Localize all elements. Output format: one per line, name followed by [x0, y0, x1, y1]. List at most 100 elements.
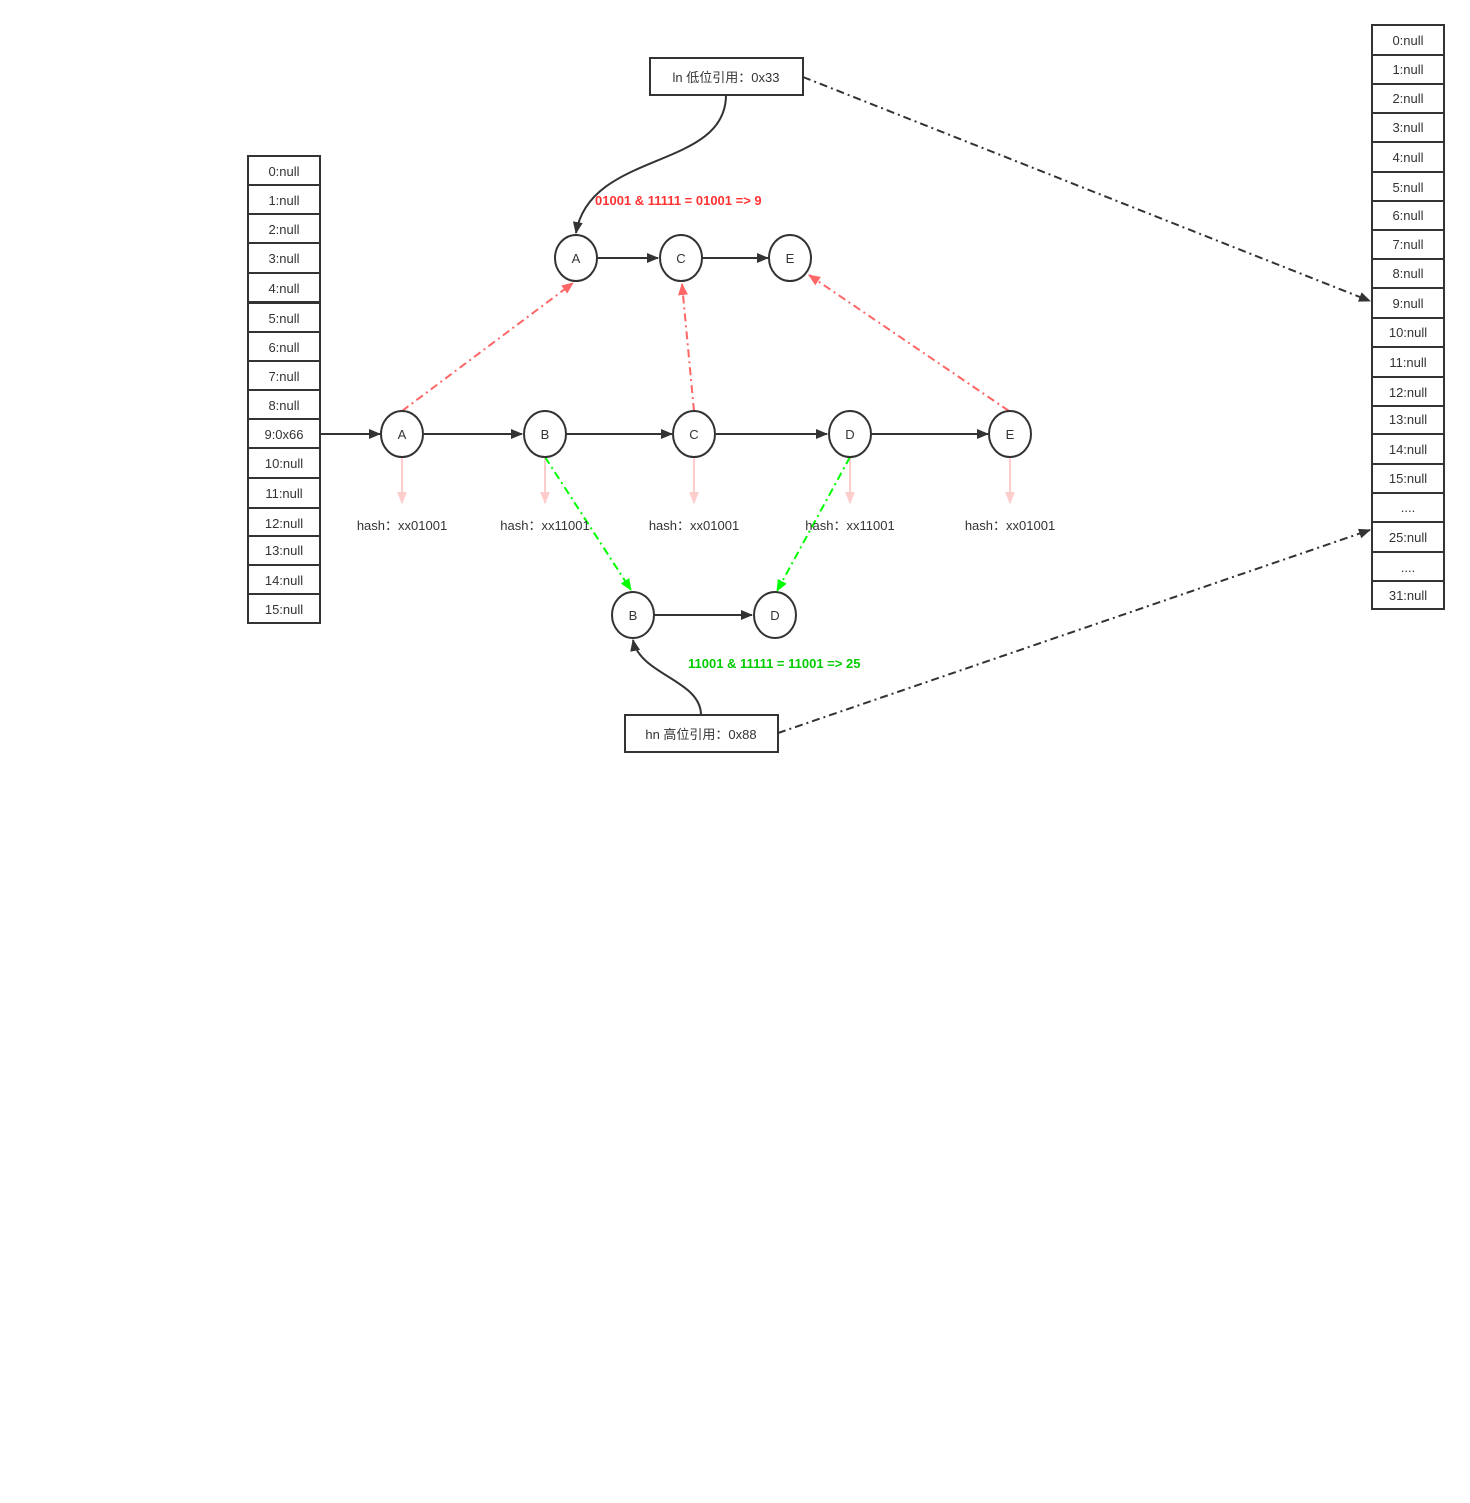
new-table-cell: 8:null [1371, 258, 1445, 289]
hash-label: hash：xx11001 [500, 518, 589, 533]
high-ref-to-node-b-arrow [630, 639, 702, 716]
new-table-cell: 1:null [1371, 54, 1445, 85]
low-reference-label: ln 低位引用：0x33 [673, 70, 780, 85]
high-index-formula: 11001 & 11111 = 11001 => 25 [688, 656, 860, 671]
split-e-to-low-e [808, 274, 1010, 412]
old-table-cell: 15:null [247, 593, 321, 624]
chain-node: A [554, 234, 598, 282]
old-table-cell: 14:null [247, 564, 321, 595]
new-table-cell-label: 5:null [1392, 180, 1423, 195]
old-table-cell: 6:null [247, 331, 321, 362]
new-table-cell: 25:null [1371, 521, 1445, 553]
new-table-cell-label: 7:null [1392, 237, 1423, 252]
old-table-cell-label: 10:null [265, 456, 303, 471]
old-table-cell: 9:0x66 [247, 418, 321, 449]
chain-node: E [768, 234, 812, 282]
old-table-cell: 4:null [247, 272, 321, 303]
new-table-cell-label: 31:null [1389, 588, 1427, 603]
node-label: E [1006, 427, 1015, 442]
node-label: A [572, 251, 581, 266]
node-label: A [398, 427, 407, 442]
old-table-cell-label: 2:null [268, 222, 299, 237]
node-label: D [845, 427, 854, 442]
old-table-cell: 0:null [247, 155, 321, 186]
new-table-cell: 3:null [1371, 112, 1445, 143]
old-table-cell-label: 3:null [268, 251, 299, 266]
hash-label: hash：xx11001 [805, 518, 894, 533]
low-reference-box: ln 低位引用：0x33 [649, 57, 804, 96]
new-table-cell: 12:null [1371, 376, 1445, 407]
new-table-cell: .... [1371, 551, 1445, 582]
split-b-to-high-b [544, 456, 632, 591]
chain-node: C [659, 234, 703, 282]
hash-pointers [397, 457, 1015, 504]
old-table-cell: 3:null [247, 242, 321, 274]
old-table-cell: 8:null [247, 389, 321, 420]
new-table-cell-label: 9:null [1392, 296, 1423, 311]
new-table-cell: 10:null [1371, 317, 1445, 348]
new-table-cell-label: 3:null [1392, 120, 1423, 135]
split-c-to-low-c [678, 283, 695, 412]
node-label: B [541, 427, 550, 442]
old-table-cell-label: 4:null [268, 281, 299, 296]
hash-label: hash：xx01001 [965, 518, 1055, 533]
new-table-cell-label: 15:null [1389, 471, 1427, 486]
new-table-cell: 7:null [1371, 229, 1445, 260]
old-table-cell: 10:null [247, 447, 321, 479]
old-table-cell: 2:null [247, 213, 321, 244]
high-reference-label: hn 高位引用：0x88 [645, 727, 756, 742]
new-table-cell-label: 2:null [1392, 91, 1423, 106]
node-label: E [786, 251, 795, 266]
old-table-cell-label: 9:0x66 [264, 427, 303, 442]
new-table-cell: 0:null [1371, 24, 1445, 56]
new-table-cell-label: 10:null [1389, 325, 1427, 340]
old-table-cell-label: 12:null [265, 516, 303, 531]
new-table-cell: .... [1371, 492, 1445, 523]
node-label: B [629, 608, 638, 623]
old-table-cell: 7:null [247, 360, 321, 391]
chain-node: B [611, 591, 655, 639]
low-ref-to-bucket-9-arrow [802, 76, 1371, 302]
original-chain-nodes: A B C D E [380, 410, 1032, 458]
old-table-cell: 13:null [247, 535, 321, 566]
new-table-cell: 11:null [1371, 346, 1445, 378]
high-chain-nodes: B D [611, 591, 797, 639]
chain-node: E [988, 410, 1032, 458]
new-table-cell: 14:null [1371, 433, 1445, 465]
old-table-cell: 11:null [247, 477, 321, 509]
new-table-cell-label: 14:null [1389, 442, 1427, 457]
low-chain-nodes: A C E [554, 234, 812, 282]
split-d-to-high-d [776, 456, 851, 592]
new-table-cell: 6:null [1371, 200, 1445, 231]
old-table-cell-label: 15:null [265, 602, 303, 617]
new-table-cell-label: 4:null [1392, 150, 1423, 165]
new-table-cell-label: 1:null [1392, 62, 1423, 77]
new-table-cell-label: .... [1401, 500, 1415, 515]
chain-node: A [380, 410, 424, 458]
hash-label: hash：xx01001 [357, 518, 447, 533]
old-table-cell-label: 0:null [268, 164, 299, 179]
low-ref-to-node-a-arrow [572, 94, 727, 234]
new-table-cell: 4:null [1371, 141, 1445, 173]
new-table-cell-label: 13:null [1389, 412, 1427, 427]
old-table-cell-label: 13:null [265, 543, 303, 558]
new-table-cell-label: 25:null [1389, 530, 1427, 545]
new-table-cell: 2:null [1371, 83, 1445, 114]
new-table-cell-label: 8:null [1392, 266, 1423, 281]
new-table-cell-label: 11:null [1389, 355, 1426, 370]
new-table-cell: 13:null [1371, 405, 1445, 435]
chain-node: D [828, 410, 872, 458]
node-label: C [676, 251, 685, 266]
old-table-cell: 12:null [247, 507, 321, 537]
old-table-cell-label: 5:null [268, 311, 299, 326]
low-split-links [401, 274, 1010, 412]
old-bucket-table: 0:null 1:null 2:null 3:null 4:null 5:nul… [247, 155, 321, 624]
new-table-cell: 31:null [1371, 580, 1445, 610]
hash-labels: hash：xx01001 hash：xx11001 hash：xx01001 h… [357, 518, 1055, 533]
old-table-cell-label: 1:null [268, 193, 299, 208]
chain-node: B [523, 410, 567, 458]
old-table-cell-label: 11:null [265, 486, 302, 501]
new-table-cell-label: 0:null [1392, 33, 1423, 48]
node-label: D [770, 608, 779, 623]
